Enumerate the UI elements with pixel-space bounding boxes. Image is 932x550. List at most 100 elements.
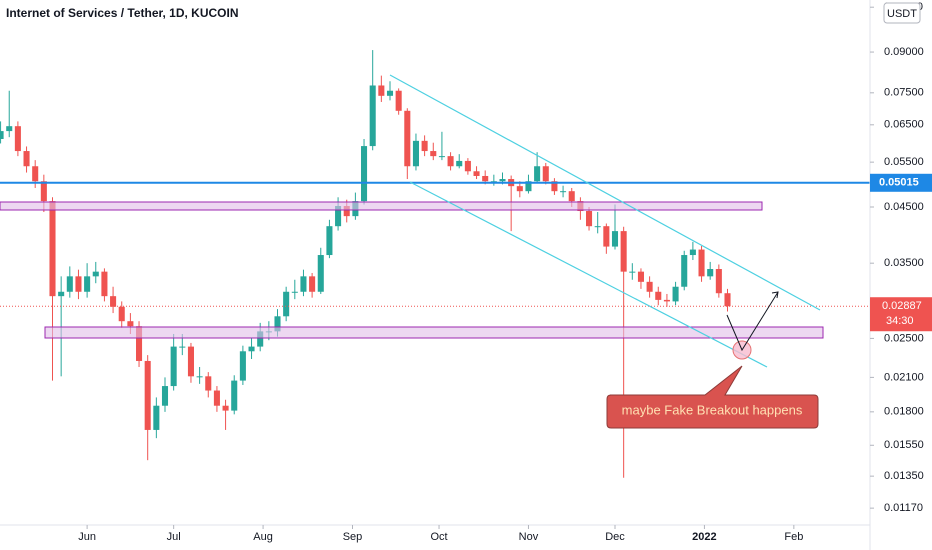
candle-body <box>300 276 307 292</box>
candle-body <box>179 346 186 348</box>
candle-body <box>715 269 722 294</box>
candle-body <box>239 351 246 381</box>
candle-body <box>499 179 506 182</box>
x-tick-label: Aug <box>253 531 273 543</box>
candle-body <box>681 255 688 287</box>
candle-body <box>257 331 264 347</box>
y-tick-label: 0.01350 <box>884 470 924 482</box>
resistance-zone <box>0 201 763 211</box>
annotation-text: maybe Fake Breakout happens <box>622 402 803 417</box>
y-tick-label: 0.09000 <box>884 46 924 58</box>
candle-body <box>447 156 454 167</box>
x-tick-label: Nov <box>519 531 539 543</box>
horizontal-line-label: 0.05015 <box>879 177 919 189</box>
candle-body <box>291 291 298 293</box>
candle-body <box>222 405 229 411</box>
candle-body <box>14 126 21 152</box>
candle-body <box>663 299 670 302</box>
candle-body <box>231 380 238 411</box>
candle-body <box>309 276 316 292</box>
y-tick-label: 0.01550 <box>884 439 924 451</box>
annotation-box <box>606 365 819 429</box>
x-tick-label: Dec <box>605 531 625 543</box>
candle-body <box>603 226 610 247</box>
candle-body <box>66 276 73 292</box>
y-tick-label: 0.01170 <box>884 502 923 514</box>
candle-body <box>92 271 99 277</box>
candle-body <box>0 131 4 140</box>
candle-body <box>456 160 463 167</box>
candle-body <box>75 276 82 292</box>
candle-body <box>58 291 65 297</box>
y-tick-label: 0.02100 <box>884 371 924 383</box>
candle-body <box>568 191 575 202</box>
candle-body <box>343 206 350 217</box>
x-tick-label: Jun <box>78 531 96 543</box>
candle-body <box>525 181 532 192</box>
candle-body <box>516 186 523 192</box>
y-tick-label: 0.04500 <box>884 201 924 213</box>
candle-body <box>438 156 445 158</box>
last-price-label: 0.02887 <box>882 300 922 312</box>
y-tick-label: 0.03500 <box>884 257 924 269</box>
candle-body <box>551 181 558 192</box>
candle-body <box>689 249 696 256</box>
candle-body <box>101 271 108 297</box>
candle-body <box>724 293 731 307</box>
candle-body <box>542 166 549 182</box>
arrow-head <box>771 291 779 299</box>
x-tick-label: 2022 <box>692 531 716 543</box>
y-tick-label: 0.07500 <box>884 87 924 99</box>
candle-body <box>560 191 567 193</box>
projection-arrow <box>726 291 779 352</box>
candle-body <box>283 291 290 317</box>
candle-body <box>170 346 177 387</box>
candle-body <box>161 386 169 406</box>
candle-body <box>361 146 368 202</box>
candle-body <box>404 110 411 167</box>
candle-body <box>378 85 385 96</box>
candle-body <box>127 321 134 327</box>
candle-body <box>534 166 541 182</box>
candle-body <box>412 140 419 167</box>
x-tick-label: Sep <box>343 531 363 543</box>
candle-body <box>317 255 324 292</box>
currency-box <box>883 2 921 24</box>
candle-body <box>40 181 47 202</box>
y-tick-label: 0.06500 <box>884 119 924 131</box>
x-tick-label: Feb <box>784 531 803 543</box>
candle-body <box>205 376 212 391</box>
candle-body <box>672 286 679 302</box>
candle-body <box>620 231 627 272</box>
candle-body <box>395 90 402 111</box>
candle-body <box>490 181 497 183</box>
candle-body <box>335 206 342 227</box>
last-price-box <box>870 297 932 332</box>
candle-body <box>84 276 91 292</box>
candle-body <box>196 376 203 378</box>
candle-body <box>274 316 281 332</box>
candle-body <box>136 326 143 361</box>
x-tick-label: Oct <box>430 531 447 543</box>
candle-body <box>118 306 125 322</box>
candle-body <box>144 360 151 430</box>
candle-body <box>326 226 333 256</box>
plot-area <box>0 50 870 478</box>
countdown: 34:30 <box>886 315 914 327</box>
chart-title: Internet of Services / Tether, 1D, KUCOI… <box>6 6 239 20</box>
candle-body <box>386 90 394 96</box>
candle-body <box>187 346 194 377</box>
candle-body <box>629 271 636 273</box>
candle-body <box>110 296 117 307</box>
candle-body <box>482 175 489 182</box>
candle-body <box>646 281 653 292</box>
candle-body <box>430 151 437 157</box>
x-tick-label: Jul <box>167 531 181 543</box>
candle-body <box>611 231 619 247</box>
currency: USDT <box>887 8 917 20</box>
candle-body <box>464 160 471 172</box>
y-tick-label: 0.01800 <box>884 406 924 418</box>
candle-body <box>473 171 480 176</box>
